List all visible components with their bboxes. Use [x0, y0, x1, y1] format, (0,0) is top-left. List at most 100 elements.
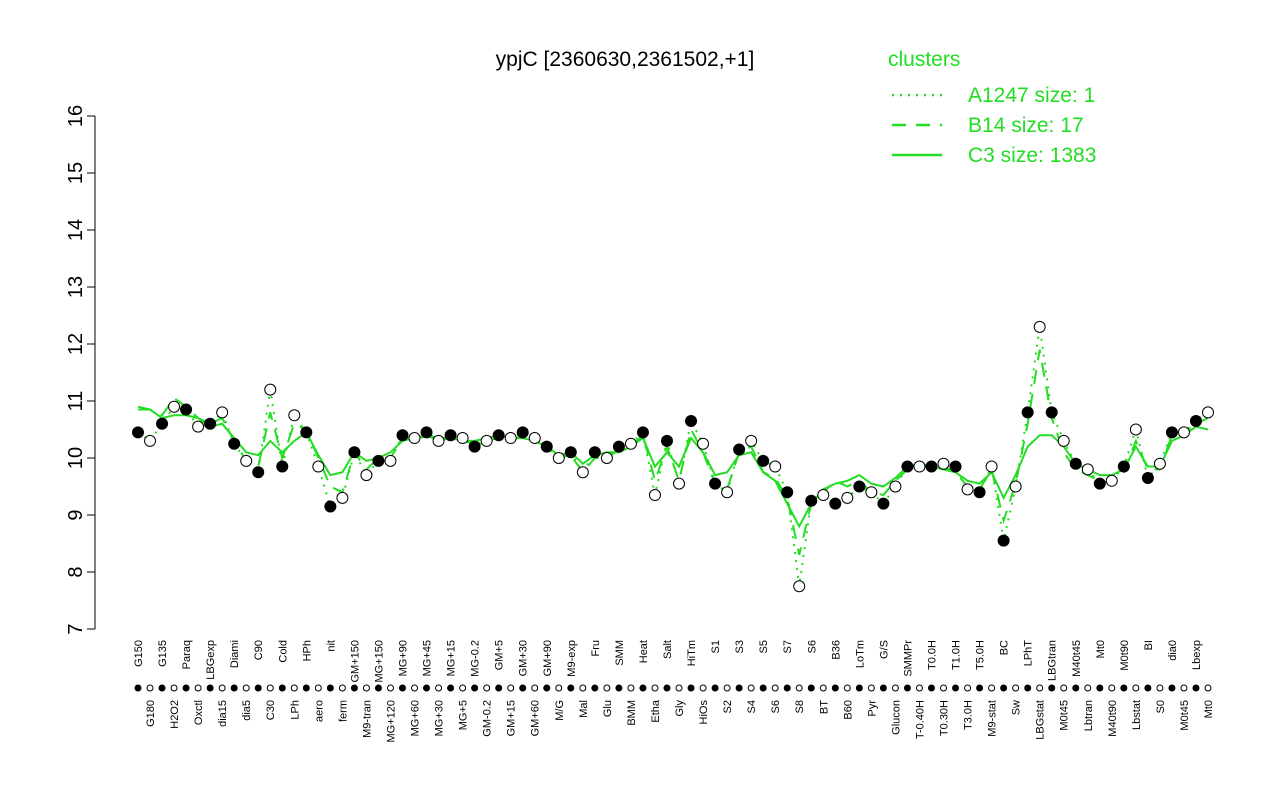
x-tick-label: M9-exp [566, 640, 578, 677]
x-tick-label: S5 [758, 640, 770, 653]
x-tick-label: MG-0.2 [470, 640, 482, 677]
data-point [961, 483, 974, 496]
data-point [144, 434, 157, 447]
data-point [685, 414, 698, 427]
x-tick-label: MG+5 [458, 700, 470, 730]
category-dot [471, 684, 479, 692]
x-tick-label: GM+30 [518, 640, 530, 676]
category-dot [915, 684, 923, 692]
x-tick-label: MG+30 [434, 700, 446, 736]
category-dot [927, 684, 935, 692]
category-dot [1000, 684, 1008, 692]
data-point [324, 500, 337, 513]
category-dot [1048, 684, 1056, 692]
data-point [937, 457, 950, 470]
data-point [1045, 406, 1058, 419]
data-point [156, 417, 169, 430]
category-dot [831, 684, 839, 692]
data-point [252, 466, 265, 479]
x-tick-label: HPh [301, 640, 313, 661]
x-tick-label: nit [325, 640, 337, 652]
legend-title: clusters [888, 48, 960, 71]
x-tick-label: S6 [770, 700, 782, 713]
category-dot [374, 684, 382, 692]
data-point [673, 477, 686, 490]
y-tick-label: 9 [65, 509, 87, 520]
data-point [528, 432, 541, 445]
category-dot [290, 684, 298, 692]
data-point [1105, 474, 1118, 487]
x-tick-label: S3 [734, 640, 746, 653]
data-point [264, 383, 277, 396]
data-point [973, 486, 986, 499]
data-point [889, 480, 902, 493]
data-point [913, 460, 926, 473]
x-tick-label: LBGstat [1035, 700, 1047, 740]
x-tick-label: Diami [229, 640, 241, 668]
category-dot [699, 684, 707, 692]
x-tick-label: G180 [145, 700, 157, 727]
data-point [216, 406, 229, 419]
chart-title: ypjC [2360630,2361502,+1] [496, 48, 755, 71]
category-dot [976, 684, 984, 692]
data-point [721, 486, 734, 499]
category-dot [651, 684, 659, 692]
data-point [733, 443, 746, 456]
category-dot [988, 684, 996, 692]
y-tick-label: 11 [65, 391, 87, 412]
category-dot [435, 684, 443, 692]
data-point [769, 460, 782, 473]
data-point [360, 469, 373, 482]
x-tick-label: M0t45 [1059, 700, 1071, 731]
category-dot [663, 684, 671, 692]
data-point [480, 434, 493, 447]
category-dot [771, 684, 779, 692]
category-dot [447, 684, 455, 692]
data-point [468, 440, 481, 453]
category-dot [326, 684, 334, 692]
category-dot [783, 684, 791, 692]
x-tick-label: MG+60 [410, 700, 422, 736]
data-point [276, 460, 289, 473]
category-dot [675, 684, 683, 692]
data-point [132, 426, 144, 439]
y-tick-label: 12 [65, 333, 87, 355]
data-point [1033, 320, 1046, 333]
data-point [985, 460, 998, 473]
x-tick-label: G150 [133, 640, 145, 667]
category-dot [940, 684, 948, 692]
x-tick-label: S8 [794, 700, 806, 713]
category-dot [867, 684, 875, 692]
data-point [697, 437, 710, 450]
x-tick-label: ferm [337, 700, 349, 722]
category-dot [615, 684, 623, 692]
data-point [925, 460, 938, 473]
category-dot [747, 684, 755, 692]
data-point [204, 417, 217, 430]
category-dot [182, 684, 190, 692]
category-dot [795, 684, 803, 692]
category-dot [254, 684, 262, 692]
data-point [192, 420, 205, 433]
x-tick-label: Lbexp [1191, 640, 1203, 670]
x-tick-label: S2 [722, 700, 734, 713]
data-point [228, 437, 241, 450]
legend-label: A1247 size: 1 [968, 84, 1095, 107]
x-tick-label: HiOs [698, 700, 710, 725]
data-point [841, 491, 854, 504]
category-dot [350, 684, 358, 692]
x-tick-label: G135 [157, 640, 169, 667]
data-point [1081, 463, 1094, 476]
data-point [384, 454, 397, 467]
data-point [829, 497, 842, 510]
category-dot [1156, 684, 1164, 692]
x-tick-label: Cold [277, 640, 289, 663]
category-dot [194, 684, 202, 692]
category-dot [879, 684, 887, 692]
data-point [552, 452, 565, 464]
category-dot [519, 684, 527, 692]
category-dot [627, 684, 635, 692]
data-point [1189, 414, 1202, 427]
data-point [1021, 406, 1034, 419]
category-dot [723, 684, 731, 692]
